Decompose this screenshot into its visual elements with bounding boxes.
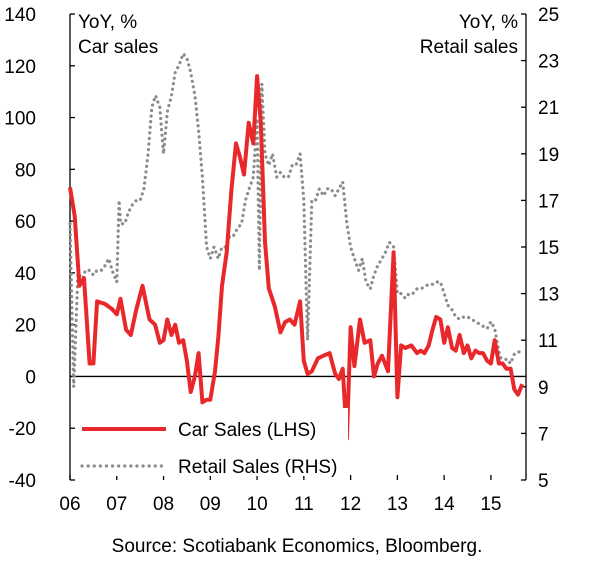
x-tick-label: 10 <box>247 494 268 515</box>
x-tick-label: 09 <box>200 494 221 515</box>
right-tick-label: 13 <box>538 285 559 306</box>
left-tick-label: 20 <box>15 316 36 337</box>
right-tick-label: 17 <box>538 191 559 212</box>
right-tick-label: 25 <box>538 5 559 26</box>
left-tick-label: 40 <box>15 264 36 285</box>
left-tick-label: 80 <box>15 160 36 181</box>
left-tick-label: 140 <box>4 5 36 26</box>
x-tick-label: 14 <box>434 494 456 515</box>
x-tick-label: 11 <box>294 494 314 515</box>
right-tick-label: 19 <box>538 145 559 166</box>
left-axis-title-line2: Car sales <box>78 37 158 58</box>
left-axis-title-line1: YoY, % <box>78 12 137 33</box>
right-tick-label: 23 <box>538 52 559 73</box>
x-tick-label: 13 <box>387 494 408 515</box>
right-tick-label: 21 <box>538 98 559 119</box>
left-tick-label: 120 <box>4 57 36 78</box>
legend-background <box>76 408 348 476</box>
left-tick-label: 0 <box>25 367 36 388</box>
right-tick-label: 11 <box>538 331 558 352</box>
right-axis-ticks: 5 7 9 11 13 15 17 19 21 23 25 <box>521 5 559 492</box>
left-tick-label: -20 <box>9 419 36 440</box>
x-tick-label: 15 <box>480 494 501 515</box>
right-tick-label: 7 <box>538 424 549 445</box>
right-tick-label: 15 <box>538 238 559 259</box>
left-axis-ticks: -40 -20 0 20 40 60 80 100 120 140 <box>4 5 75 492</box>
legend: Car Sales (LHS) Retail Sales (RHS) <box>76 408 348 478</box>
x-tick-label: 07 <box>106 494 127 515</box>
left-tick-label: 100 <box>4 109 36 130</box>
legend-label-car-sales: Car Sales (LHS) <box>178 420 316 441</box>
car-sales-series-line <box>68 74 525 441</box>
right-axis-title-line2: Retail sales <box>420 37 518 58</box>
x-tick-label: 12 <box>340 494 361 515</box>
x-tick-label: 08 <box>153 494 174 515</box>
left-tick-label: -40 <box>9 471 36 492</box>
left-tick-label: 60 <box>15 212 36 233</box>
right-axis-title-line1: YoY, % <box>459 12 518 33</box>
right-tick-label: 5 <box>538 471 549 492</box>
source-note: Source: Scotiabank Economics, Bloomberg. <box>111 536 483 557</box>
right-tick-label: 9 <box>538 378 549 399</box>
x-axis-ticks: 06 07 08 09 10 11 12 13 14 15 <box>59 475 501 515</box>
x-tick-label: 06 <box>59 494 80 515</box>
legend-label-retail-sales: Retail Sales (RHS) <box>178 457 337 478</box>
retail-sales-series-line <box>68 50 524 387</box>
